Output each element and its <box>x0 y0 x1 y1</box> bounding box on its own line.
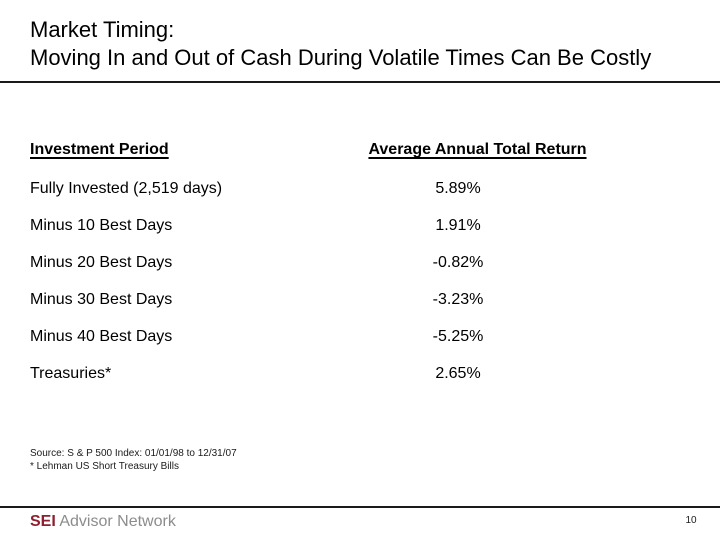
table-row: Fully Invested (2,519 days) 5.89% <box>0 180 720 202</box>
table-row: Minus 20 Best Days -0.82% <box>0 254 720 276</box>
table-row: Minus 30 Best Days -3.23% <box>0 291 720 313</box>
footnote-asterisk-line: * Lehman US Short Treasury Bills <box>30 461 179 472</box>
period-label: Minus 30 Best Days <box>30 291 173 308</box>
table-row: Minus 10 Best Days 1.91% <box>0 217 720 239</box>
column-header-investment-period: Investment Period <box>30 141 169 158</box>
return-value: 2.65% <box>435 365 481 382</box>
period-label: Minus 10 Best Days <box>30 217 173 234</box>
period-label: Fully Invested (2,519 days) <box>30 180 223 197</box>
return-value: -5.25% <box>432 328 484 345</box>
return-value: 5.89% <box>435 180 481 197</box>
table-row: Minus 40 Best Days -5.25% <box>0 328 720 350</box>
slide-title-line1: Market Timing: <box>30 17 175 42</box>
source-footnote: Source: S & P 500 Index: 01/01/98 to 12/… <box>30 447 237 473</box>
column-header-average-annual-total-return: Average Annual Total Return <box>368 141 587 158</box>
advisor-network-label: Advisor Network <box>55 513 176 530</box>
table-row: Treasuries* 2.65% <box>0 365 720 387</box>
title-divider-line <box>0 81 720 83</box>
slide-title: Market Timing: Moving In and Out of Cash… <box>30 16 651 72</box>
period-label: Minus 20 Best Days <box>30 254 173 271</box>
period-label: Treasuries* <box>30 365 112 382</box>
period-label: Minus 40 Best Days <box>30 328 173 345</box>
sei-logo-text: SEI <box>30 513 56 530</box>
return-value: -3.23% <box>432 291 484 308</box>
footnote-source-line: Source: S & P 500 Index: 01/01/98 to 12/… <box>30 448 237 459</box>
return-value: 1.91% <box>435 217 481 234</box>
footer-divider-line <box>0 506 720 508</box>
slide-title-line2: Moving In and Out of Cash During Volatil… <box>30 45 652 70</box>
return-value: -0.82% <box>432 254 484 271</box>
page-number: 10 <box>685 515 697 526</box>
table-header-row: Investment Period Average Annual Total R… <box>0 141 720 163</box>
footer-logo: SEI Advisor Network <box>30 513 176 531</box>
